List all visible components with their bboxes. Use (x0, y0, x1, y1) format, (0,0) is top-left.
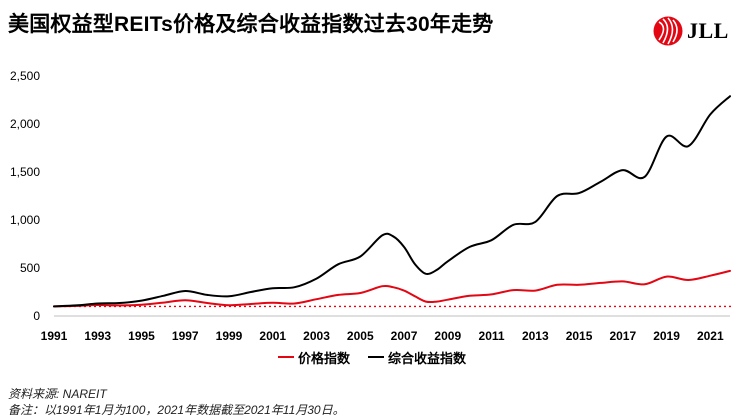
y-tick-label: 2,000 (10, 117, 40, 131)
y-tick-label: 1,500 (10, 165, 40, 179)
y-tick-label: 2,500 (10, 69, 40, 83)
legend-swatch-total-return (368, 356, 384, 358)
x-tick-label: 2011 (479, 329, 505, 343)
legend-label-total-return: 综合收益指数 (388, 350, 467, 366)
x-tick-label: 2015 (566, 329, 593, 343)
line-chart: 0 500 1,000 1,500 2,000 2,500 1991 1993 1995 1997… (10, 69, 734, 343)
jll-logo-text: JLL (687, 18, 729, 43)
x-tick-label: 2005 (347, 329, 374, 343)
series-line-total-return-index (53, 95, 731, 308)
legend-swatch-price (277, 356, 294, 358)
y-tick-label: 500 (20, 261, 40, 275)
chart-title: 美国权益型REITs价格及综合收益指数过去30年走势 (8, 13, 494, 36)
jll-logo: JLL (653, 14, 737, 50)
remark-note: 备注：以1991年1月为100，2021年数据截至2021年11月30日。 (8, 403, 345, 417)
x-tick-label: 2017 (609, 329, 636, 343)
x-tick-label: 2007 (391, 329, 418, 343)
x-tick-label: 1995 (128, 329, 155, 343)
x-tick-label: 1993 (84, 329, 111, 343)
x-tick-label: 2009 (434, 329, 461, 343)
legend: 价格指数 综合收益指数 (0, 346, 744, 368)
jll-logo-icon (653, 16, 683, 46)
legend-item-total-return: 综合收益指数 (368, 348, 466, 367)
series-line-price-index (53, 269, 731, 308)
source-note: 资料来源: NAREIT (8, 387, 107, 401)
x-tick-label: 2003 (303, 329, 330, 343)
x-tick-label: 1999 (216, 329, 243, 343)
legend-label-price: 价格指数 (297, 350, 350, 366)
x-tick-label: 1997 (172, 329, 199, 343)
x-tick-label: 2021 (697, 329, 724, 343)
x-tick-label: 2001 (259, 329, 286, 343)
x-tick-label: 2019 (653, 329, 680, 343)
y-tick-label: 0 (33, 309, 40, 323)
y-tick-label: 1,000 (10, 213, 40, 227)
x-tick-label: 1991 (41, 329, 68, 343)
legend-item-price: 价格指数 (277, 348, 350, 367)
x-tick-label: 2013 (522, 329, 549, 343)
